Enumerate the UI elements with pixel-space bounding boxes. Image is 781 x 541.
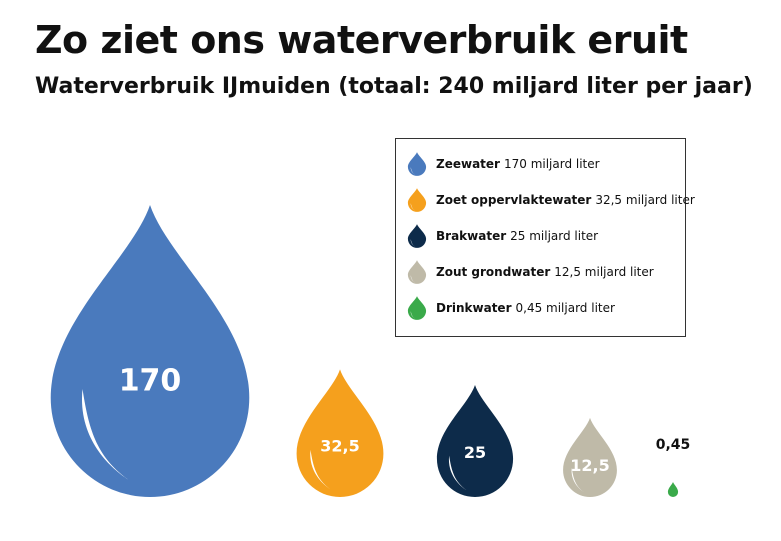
legend-item-drinkwater: Drinkwater 0,45 miljard liter xyxy=(406,295,615,321)
drop-brakwater: 25 xyxy=(436,385,514,497)
drop-zout-grondwater: 12,5 xyxy=(563,417,617,498)
legend-value: 0,45 miljard liter xyxy=(515,301,615,315)
legend-item-zout-grondwater: Zout grondwater 12,5 miljard liter xyxy=(406,259,654,285)
drop-value-label: 25 xyxy=(464,443,486,462)
drop-value-label: 32,5 xyxy=(320,437,359,456)
legend-label: Zout grondwater xyxy=(436,265,551,279)
legend-label: Brakwater xyxy=(436,229,507,243)
drop-shape xyxy=(436,385,514,497)
drop-highlight xyxy=(310,449,331,490)
drop-value-label: 0,45 xyxy=(656,437,691,453)
water-drop-icon xyxy=(407,224,427,248)
drop-shape xyxy=(296,369,384,497)
drop-value-label: 12,5 xyxy=(570,456,609,475)
drop-zeewater: 170 xyxy=(50,205,250,497)
drop-zoet-oppervlaktewater: 32,5 xyxy=(296,369,384,497)
legend-item-zeewater: Zeewater 170 miljard liter xyxy=(406,151,600,177)
legend-label: Zoet oppervlaktewater xyxy=(436,193,592,207)
legend-item-brakwater: Brakwater 25 miljard liter xyxy=(406,223,598,249)
drop-highlight xyxy=(448,455,467,491)
drop-shape xyxy=(667,481,679,497)
water-drop-icon xyxy=(407,260,427,284)
drop-value-label: 170 xyxy=(119,364,182,399)
water-drop-icon xyxy=(407,296,427,320)
legend-label: Zeewater xyxy=(436,157,500,171)
drop-shape xyxy=(50,205,250,497)
water-drop-icon xyxy=(407,188,427,212)
drop-drinkwater: 0,45 xyxy=(656,437,691,497)
legend-item-zoet-oppervlaktewater: Zoet oppervlaktewater 32,5 miljard liter xyxy=(406,187,695,213)
drop-highlight xyxy=(571,467,585,493)
legend-value: 25 miljard liter xyxy=(510,229,599,243)
legend-value: 170 miljard liter xyxy=(503,157,600,171)
legend: Zeewater 170 miljard liter Zoet oppervla… xyxy=(395,138,695,337)
drop-highlight xyxy=(81,388,129,480)
legend-value: 32,5 miljard liter xyxy=(595,193,695,207)
legend-value: 12,5 miljard liter xyxy=(554,265,654,279)
page-subtitle: Waterverbruik IJmuiden (totaal: 240 milj… xyxy=(35,74,753,99)
page-title: Zo ziet ons waterverbruik eruit xyxy=(35,18,688,62)
drop-shape xyxy=(563,417,617,498)
legend-label: Drinkwater xyxy=(436,301,512,315)
water-drop-icon xyxy=(407,152,427,176)
